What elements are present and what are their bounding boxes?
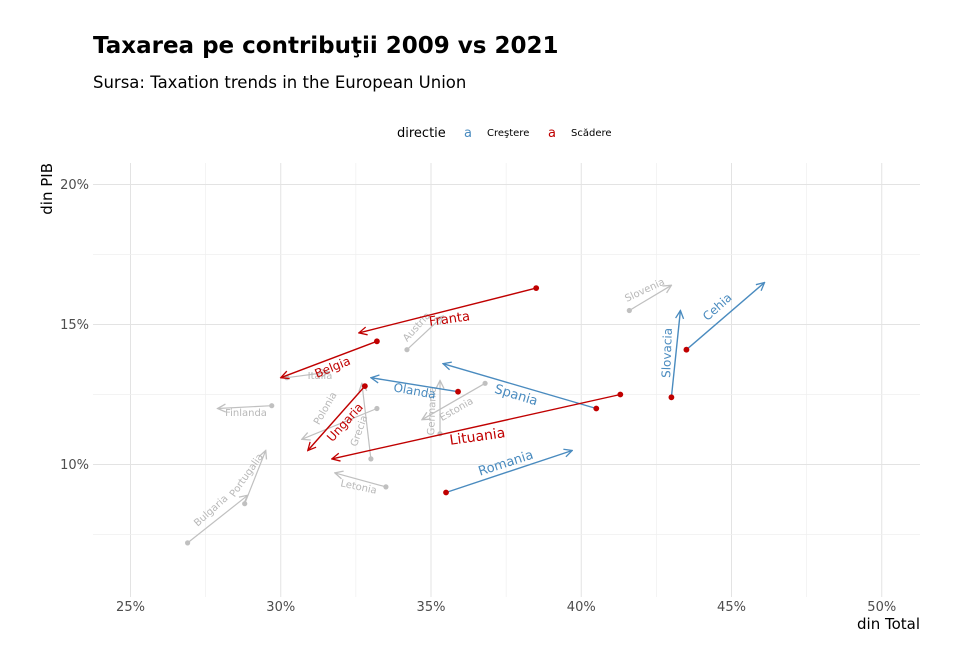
arrow-austria [406, 316, 443, 351]
arrow-grecia [362, 383, 372, 459]
point-bulgaria [184, 540, 191, 546]
label-lituania: Lituania [449, 425, 507, 449]
point-slovenia [626, 307, 632, 314]
point-olanda [455, 388, 461, 395]
arrow-romania [445, 451, 572, 494]
label-finlanda: Finlanda [225, 408, 267, 419]
x-tick-label: 40% [567, 600, 596, 615]
label-slovacia: Slovacia [659, 328, 675, 379]
chart-subtitle: Sursa: Taxation trends in the European U… [93, 73, 467, 92]
x-tick-label: 30% [266, 600, 295, 615]
arrow-olanda [371, 378, 459, 393]
arrow-letonia [335, 473, 387, 488]
label-letonia: Letonia [339, 478, 377, 496]
arrow-slovenia [629, 285, 671, 312]
point-finlanda [269, 403, 275, 409]
label-olanda: Olanda [392, 380, 437, 401]
legend-label-decrease: Scădere [571, 128, 612, 139]
arrow-polonia [302, 407, 378, 440]
legend-key-decrease: a [548, 126, 556, 141]
label-franta: Franta [428, 309, 471, 330]
y-tick-label: 20% [60, 178, 89, 193]
grid [93, 163, 920, 597]
arrow-bulgaria [187, 495, 248, 544]
label-germania: Germania [426, 386, 439, 435]
arrow-belgia [281, 340, 378, 377]
axes: 25% 30% 35% 40% 45% 50% 10% 15% 20% [60, 178, 896, 615]
x-axis-label: din Total [857, 615, 920, 633]
x-tick-label: 35% [417, 600, 446, 615]
label-cehia: Cehia [700, 290, 735, 323]
point-cehia [683, 346, 690, 353]
point-portugalia [242, 501, 248, 507]
point-slovacia [668, 394, 675, 401]
point-belgia [374, 338, 380, 345]
legend: directie a Creştere a Scădere [397, 126, 612, 141]
point-lituania [617, 391, 624, 398]
arrow-spania [443, 364, 597, 410]
y-tick-label: 10% [60, 458, 89, 473]
x-tick-label: 50% [867, 600, 896, 615]
legend-title: directie [397, 126, 446, 141]
arrow-franta [359, 287, 537, 333]
arrow-slovacia [670, 311, 680, 398]
arrow-ungaria [308, 385, 366, 450]
arrow-estonia [422, 382, 486, 419]
point-ungaria [361, 383, 368, 389]
legend-key-increase: a [464, 126, 472, 141]
arrow-finlanda [218, 406, 272, 409]
label-spania: Spania [493, 382, 540, 409]
point-polonia [374, 405, 380, 412]
point-spania [593, 405, 600, 412]
point-estonia [482, 380, 488, 386]
arrow-cehia [685, 283, 764, 351]
x-tick-label: 45% [717, 600, 746, 615]
point-austria [404, 347, 410, 353]
point-grecia [368, 456, 374, 462]
chart-title: Taxarea pe contribuţii 2009 vs 2021 [93, 33, 559, 59]
point-letonia [383, 484, 389, 490]
arrow-italia [286, 372, 329, 379]
x-tick-label: 25% [116, 600, 145, 615]
point-franta [533, 285, 540, 291]
y-tick-label: 15% [60, 318, 89, 333]
arrow-portugalia [244, 451, 266, 504]
label-italia: Italia [308, 371, 333, 382]
point-romania [443, 489, 449, 496]
y-axis-label: din PIB [38, 163, 56, 215]
arrow-lituania [332, 393, 621, 459]
legend-label-increase: Creştere [487, 128, 529, 139]
label-portugalia: Portugalia [228, 452, 266, 500]
